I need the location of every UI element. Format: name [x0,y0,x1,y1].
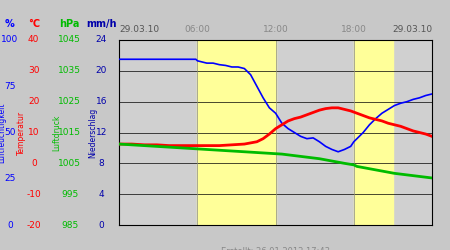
Text: 0: 0 [99,220,104,230]
Text: 18:00: 18:00 [341,26,367,35]
Text: 1025: 1025 [58,97,81,106]
Bar [198,40,275,225]
Text: 40: 40 [28,36,40,44]
Text: 8: 8 [99,159,104,168]
Text: 0: 0 [31,159,36,168]
Text: 29.03.10: 29.03.10 [392,26,432,35]
Text: -20: -20 [27,220,41,230]
Text: 100: 100 [1,36,18,44]
Text: 20: 20 [28,97,40,106]
Text: 985: 985 [61,220,78,230]
Text: °C: °C [28,19,40,29]
Text: 20: 20 [95,66,107,75]
Text: Erstellt: 26.01.2012 17:43: Erstellt: 26.01.2012 17:43 [221,247,330,250]
Bar [354,40,393,225]
Text: 1035: 1035 [58,66,81,75]
Text: Luftdruck: Luftdruck [52,114,61,151]
Text: 75: 75 [4,82,16,91]
Text: 24: 24 [95,36,107,44]
Text: hPa: hPa [59,19,80,29]
Text: %: % [5,19,15,29]
Text: Niederschlag: Niederschlag [88,108,97,158]
Text: 995: 995 [61,190,78,199]
Text: 16: 16 [95,97,107,106]
Text: 50: 50 [4,128,16,137]
Text: Luftfeuchtigkeit: Luftfeuchtigkeit [0,102,7,163]
Text: 06:00: 06:00 [184,26,211,35]
Text: 12: 12 [95,128,107,137]
Text: 1015: 1015 [58,128,81,137]
Text: 10: 10 [28,128,40,137]
Text: 1005: 1005 [58,159,81,168]
Text: mm/h: mm/h [86,19,117,29]
Text: 4: 4 [99,190,104,199]
Text: 12:00: 12:00 [263,26,288,35]
Text: 0: 0 [7,220,13,230]
Text: -10: -10 [27,190,41,199]
Text: 30: 30 [28,66,40,75]
Text: 29.03.10: 29.03.10 [119,26,159,35]
Text: 1045: 1045 [58,36,81,44]
Text: 25: 25 [4,174,16,183]
Text: Temperatur: Temperatur [17,110,26,154]
